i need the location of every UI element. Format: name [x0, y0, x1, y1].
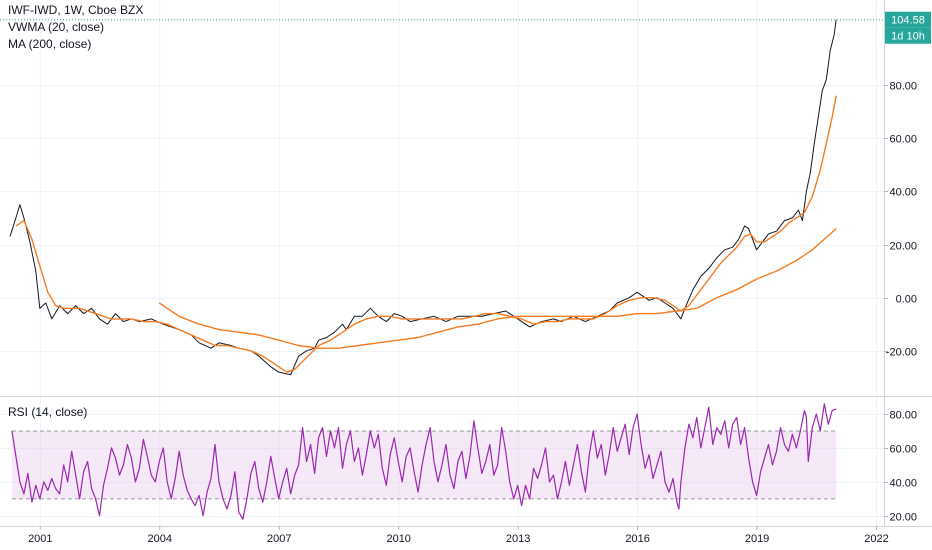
price-axis[interactable]: 80.00 60.00 40.00 20.00 0.00 -20.00 — [884, 81, 917, 359]
vwma-line[interactable] — [15, 95, 837, 373]
time-tick-label: 2004 — [148, 533, 172, 545]
rsi-tick-label: 60.00 — [889, 444, 917, 456]
time-tick-label: 2016 — [625, 533, 649, 545]
price-tick-label: 40.00 — [889, 187, 917, 199]
bar-countdown-value: 1d 10h — [891, 31, 925, 43]
last-price-badge: 104.58 1d 10h — [885, 11, 931, 44]
rsi-axis[interactable]: 80.00 60.00 40.00 20.00 — [884, 410, 917, 524]
time-tick-label: 2013 — [506, 533, 530, 545]
last-price-badge-bg — [885, 11, 931, 28]
price-legend: IWF-IWD, 1W, Cboe BZX VWMA (20, close) M… — [8, 2, 143, 53]
rsi-line[interactable] — [11, 403, 837, 520]
rsi-grid — [0, 397, 884, 526]
time-tick-label: 2022 — [864, 533, 888, 545]
price-tick-label: 60.00 — [889, 134, 917, 146]
time-tick-label: 2019 — [745, 533, 769, 545]
vwma-legend-label[interactable]: VWMA (20, close) — [8, 20, 105, 34]
symbol-title[interactable]: IWF-IWD, 1W, Cboe BZX — [8, 3, 144, 17]
ma-line[interactable] — [158, 228, 837, 349]
rsi-series-group — [11, 403, 837, 520]
last-price-value: 104.58 — [891, 15, 925, 27]
price-tick-label: -20.00 — [886, 347, 917, 359]
rsi-legend-label[interactable]: RSI (14, close) — [8, 405, 88, 419]
countdown-badge-bg — [885, 27, 931, 44]
rsi-tick-label: 40.00 — [889, 478, 917, 490]
time-axis[interactable]: 2001 2004 2007 2010 2013 2016 2019 2022 — [28, 526, 889, 545]
time-tick-label: 2010 — [386, 533, 410, 545]
rsi-tick-label: 20.00 — [889, 512, 917, 524]
ma-legend-label[interactable]: MA (200, close) — [8, 37, 92, 51]
price-series-group — [9, 19, 837, 376]
price-tick-label: 0.00 — [896, 294, 917, 306]
rsi-legend: RSI (14, close) — [8, 404, 87, 421]
price-tick-label: 20.00 — [889, 241, 917, 253]
time-tick-label: 2007 — [267, 533, 291, 545]
price-line[interactable] — [9, 19, 837, 376]
price-tick-label: 80.00 — [889, 81, 917, 93]
price-grid — [0, 0, 884, 396]
rsi-tick-label: 80.00 — [889, 410, 917, 422]
time-tick-label: 2001 — [28, 533, 52, 545]
